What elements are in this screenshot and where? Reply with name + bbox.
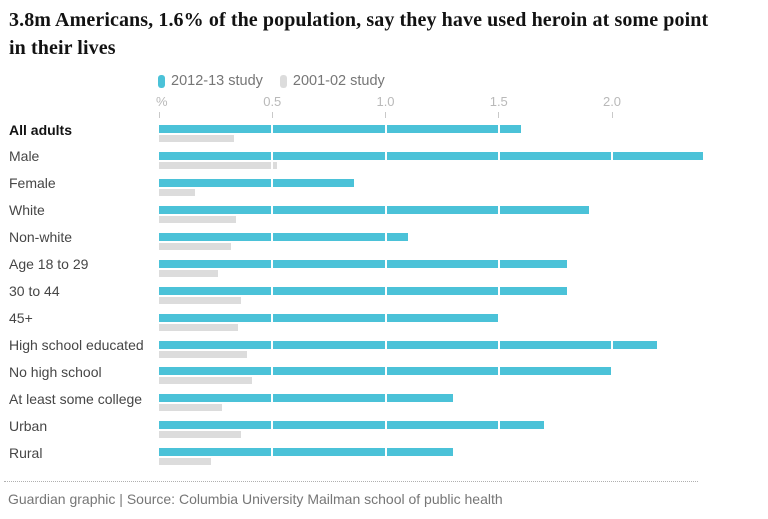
bar-2001-02-study [159,323,239,331]
category-label: Male [9,148,40,165]
bar-2012-13-study [159,313,499,322]
category-label: Age 18 to 29 [9,256,89,273]
bar-2001-02-study [159,215,236,223]
category-label: White [9,202,45,219]
bar-2012-13-study [159,259,567,268]
bar-2001-02-study [159,242,232,250]
axis-tick [385,112,386,118]
bar-2001-02-study [159,350,248,358]
category-label: At least some college [9,390,143,407]
legend-label-2012-13: 2012-13 study [171,73,263,89]
category-label: Rural [9,444,43,461]
axis-tick-label: 2.0 [602,94,622,109]
gridline [271,121,274,467]
legend-label-2001-02: 2001-02 study [292,73,385,89]
bar-2012-13-study [159,448,454,457]
category-label: Urban [9,417,48,434]
category-label: 45+ [9,310,33,327]
gridline [497,121,500,467]
bar-2001-02-study [159,431,241,439]
bar-2012-13-study [159,178,354,187]
bar-2012-13-study [159,286,567,295]
bar-2001-02-study [159,458,212,466]
legend-item-2012-13-study: 2012-13 study [158,73,263,89]
bar-2012-13-study [159,205,590,214]
category-label: Non-white [9,229,73,246]
bar-2001-02-study [159,404,223,412]
bar-2012-13-study [159,151,703,160]
legend-swatch-2001-02-icon [279,74,287,88]
bar-2001-02-study [159,269,218,277]
category-label: Female [9,175,56,192]
category-label: High school educated [9,337,144,354]
axis-tick-label: 0.5 [263,94,282,109]
axis-tick-label: 1.5 [489,94,508,109]
gridline [384,121,387,467]
axis-tick-label: 1.0 [376,94,395,109]
bar-2012-13-study [159,232,409,241]
bar-2001-02-study [159,296,241,304]
source-credit: Guardian graphic | Source: Columbia Univ… [8,491,503,507]
legend-item-2001-02-study: 2001-02 study [279,73,385,89]
bar-2012-13-study [159,394,454,403]
axis-tick [611,112,613,118]
axis-unit-label: % [156,94,168,109]
bar-2001-02-study [159,135,234,142]
category-label: No high school [9,363,102,380]
axis-tick [158,112,160,118]
legend: 2012-13 study 2001-02 study [158,73,385,89]
axis-tick [498,112,500,118]
gridline [611,121,613,467]
bar-2012-13-study [159,340,658,349]
footer-divider [4,481,698,482]
bar-2012-13-study [159,421,545,430]
bar-2001-02-study [159,377,252,385]
bar-2001-02-study [159,161,277,169]
category-label: 30 to 44 [9,283,60,300]
axis-tick [271,112,273,118]
bar-2001-02-study [159,188,196,196]
legend-swatch-2012-13-icon [158,74,165,88]
category-label: All adults [9,121,73,138]
bar-2012-13-study [159,125,522,133]
chart-title: 3.8m Americans, 1.6% of the population, … [9,9,709,59]
